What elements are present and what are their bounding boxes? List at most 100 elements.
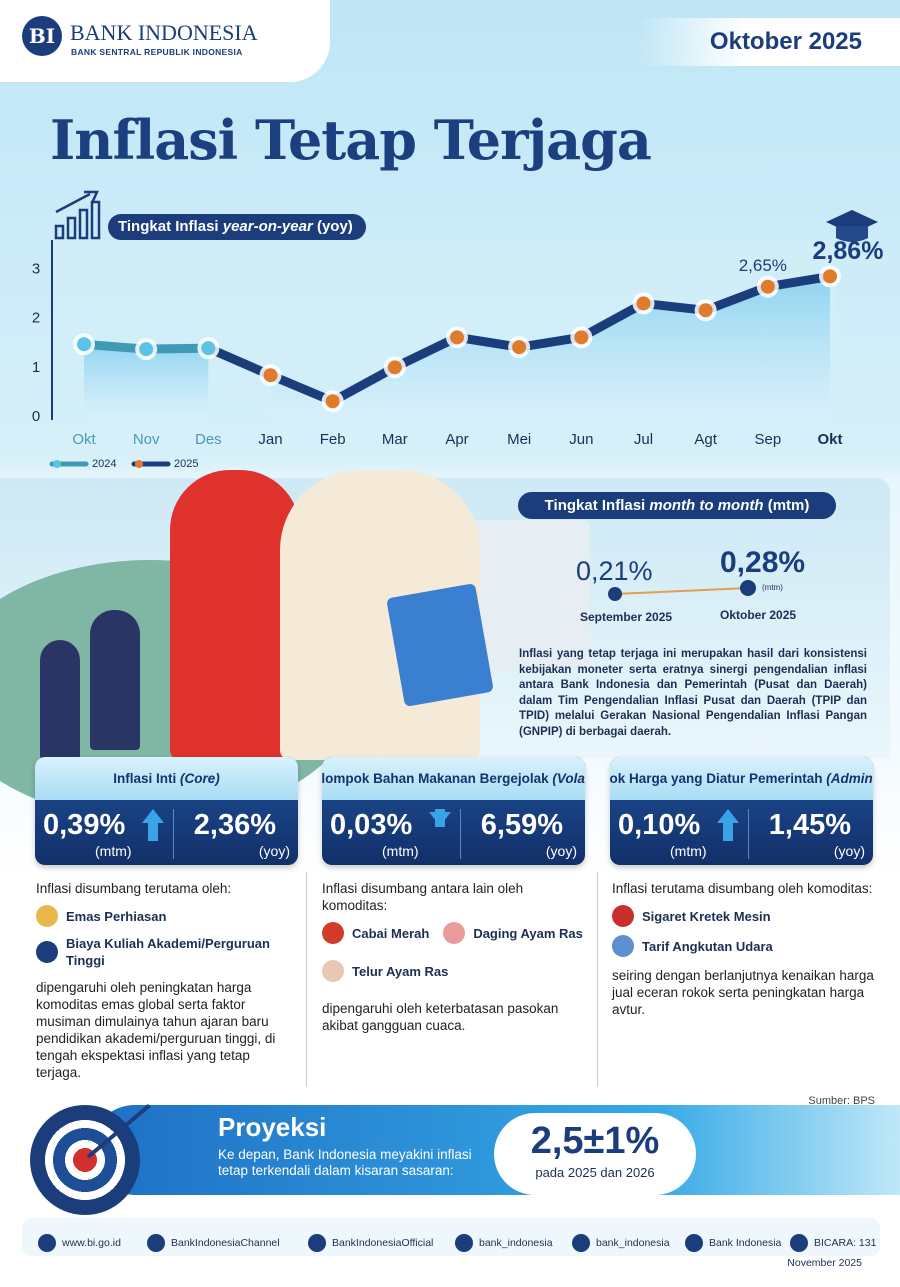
item-label: Biaya Kuliah Akademi/Perguruan Tinggi	[66, 936, 270, 968]
item: Emas Perhiasan	[36, 905, 298, 927]
mtm-okt-label: Oktober 2025	[720, 608, 797, 622]
source: Sumber: BPS	[808, 1095, 875, 1107]
legend-marker	[53, 460, 61, 468]
item: Sigaret Kretek Mesin	[612, 905, 882, 927]
period: Oktober 2025	[709, 28, 862, 55]
footer-text: BankIndonesiaOfficial	[332, 1237, 434, 1249]
proyeksi-note: pada 2025 dan 2026	[535, 1165, 655, 1180]
mtm-value: 0,03%	[330, 809, 413, 841]
category-text: Inflasi disumbang terutama oleh: Emas Per…	[36, 880, 298, 1081]
footer-icon	[147, 1234, 165, 1252]
point	[574, 330, 589, 345]
category-card: Inflasi Kelompok Harga yang Diatur Pemer…	[610, 757, 873, 865]
footer-text: Bank Indonesia	[709, 1237, 782, 1249]
proyeksi-value: 2,5±1%	[530, 1120, 660, 1162]
item: Telur Ayam Ras	[322, 960, 448, 982]
point	[77, 337, 91, 352]
mtm-line	[614, 587, 749, 595]
mtm-unit: (mtm)	[382, 843, 419, 859]
item: Biaya Kuliah Akademi/Perguruan Tinggi	[36, 935, 298, 969]
mtm-title-part: Tingkat Inflasi	[544, 497, 650, 514]
point	[387, 360, 402, 375]
intro: Inflasi terutama disumbang oleh komodita…	[612, 881, 873, 896]
cap-icon	[836, 226, 868, 242]
card-title-part: Inflasi Kelompok Bahan Makanan Bergejola…	[322, 770, 549, 786]
mtm-unit: (mtm)	[95, 843, 132, 859]
point	[512, 340, 527, 355]
line-connector	[203, 343, 275, 380]
chart-title-pill	[108, 214, 366, 240]
item-list: Sigaret Kretek Mesin Tarif Angkutan Udara	[612, 905, 882, 957]
mtm-description: Inflasi yang tetap terjaga ini merupakan…	[519, 648, 867, 738]
chart-title-part: (yoy)	[313, 218, 353, 235]
footer-icon	[308, 1234, 326, 1252]
proyeksi-title: Proyeksi	[218, 1112, 327, 1142]
mtm-sep-label: September 2025	[580, 610, 673, 624]
divider	[173, 809, 174, 859]
legend-label: 2025	[174, 458, 198, 470]
legend-marker	[135, 460, 143, 468]
y-tick-label: 3	[32, 260, 40, 277]
logo-mark: BI	[22, 16, 62, 56]
footer-text: bank_indonesia	[479, 1237, 553, 1249]
x-tick-label: Mei	[507, 431, 531, 448]
x-tick-label: Nov	[133, 431, 160, 448]
card-title-part: (Volatile Food)	[552, 770, 585, 786]
x-tick-label: Okt	[72, 431, 96, 448]
books	[386, 583, 494, 707]
footer-text: bank_indonesia	[596, 1237, 670, 1249]
point	[760, 279, 775, 294]
item-icon	[612, 935, 634, 957]
proyeksi-text: Ke depan, Bank Indonesia meyakini inflas…	[218, 1147, 472, 1178]
line-chart: Tingkat Inflasi year-on-year (yoy) 0 1 2 3 O…	[32, 190, 883, 470]
mtm-unit: (mtm)	[670, 843, 707, 859]
item-label: Telur Ayam Ras	[352, 963, 449, 979]
point	[325, 394, 340, 409]
person	[40, 640, 80, 760]
logo-name: BANK INDONESIA	[70, 20, 258, 45]
logo-sub: BANK SENTRAL REPUBLIK INDONESIA	[71, 47, 243, 57]
y-tick-label: 1	[32, 359, 40, 376]
arrow-stem	[148, 823, 158, 841]
point	[201, 341, 216, 356]
footer-text: BankIndonesiaChannel	[171, 1237, 280, 1249]
footer-link: BICARA: 131	[790, 1234, 876, 1252]
card-title: Inflasi Inti (Core)	[35, 757, 298, 800]
intro: Inflasi disumbang terutama oleh:	[36, 881, 232, 896]
x-tick-label: Feb	[320, 431, 346, 448]
x-tick-label: Okt	[817, 431, 842, 448]
x-tick-label: Mar	[382, 431, 408, 448]
mtm-sep-value: 0,21%	[576, 556, 653, 586]
footer-text: BICARA: 131	[814, 1237, 877, 1249]
point	[450, 330, 464, 345]
footer-icon	[790, 1234, 808, 1252]
proyeksi-pill	[494, 1113, 696, 1195]
item-icon	[322, 960, 344, 982]
footer-link: www.bi.go.id	[38, 1234, 121, 1252]
card-title-text: Inflasi Kelompok Bahan Makanan Bergejola…	[322, 771, 585, 787]
target-icon	[30, 1105, 140, 1215]
footer-link: bank_indonesia	[455, 1234, 553, 1252]
footer-icon	[572, 1234, 590, 1252]
chart-icon	[54, 190, 101, 240]
point	[263, 368, 278, 383]
item-icon	[36, 905, 58, 927]
item-label: Daging Ayam Ras	[473, 925, 583, 941]
footer-bar	[22, 1218, 880, 1256]
mtm-title-part: (mtm)	[763, 497, 810, 514]
yoy-unit: (yoy)	[258, 843, 290, 859]
item-label: Tarif Angkutan Udara	[642, 938, 773, 954]
x-tick-label: Jan	[258, 431, 282, 448]
footer-icon	[455, 1234, 473, 1252]
area	[84, 344, 209, 417]
mtm-okt-value: 0,28%	[720, 546, 806, 579]
item: Cabai Merah	[322, 922, 429, 944]
footer-icon	[38, 1234, 56, 1252]
item-icon	[322, 922, 344, 944]
line	[266, 271, 835, 406]
outro: dipengaruhi oleh peningkatan harga komod…	[36, 980, 276, 1080]
legend-label: 2024	[92, 458, 116, 470]
divider	[460, 809, 461, 859]
person	[170, 470, 300, 760]
